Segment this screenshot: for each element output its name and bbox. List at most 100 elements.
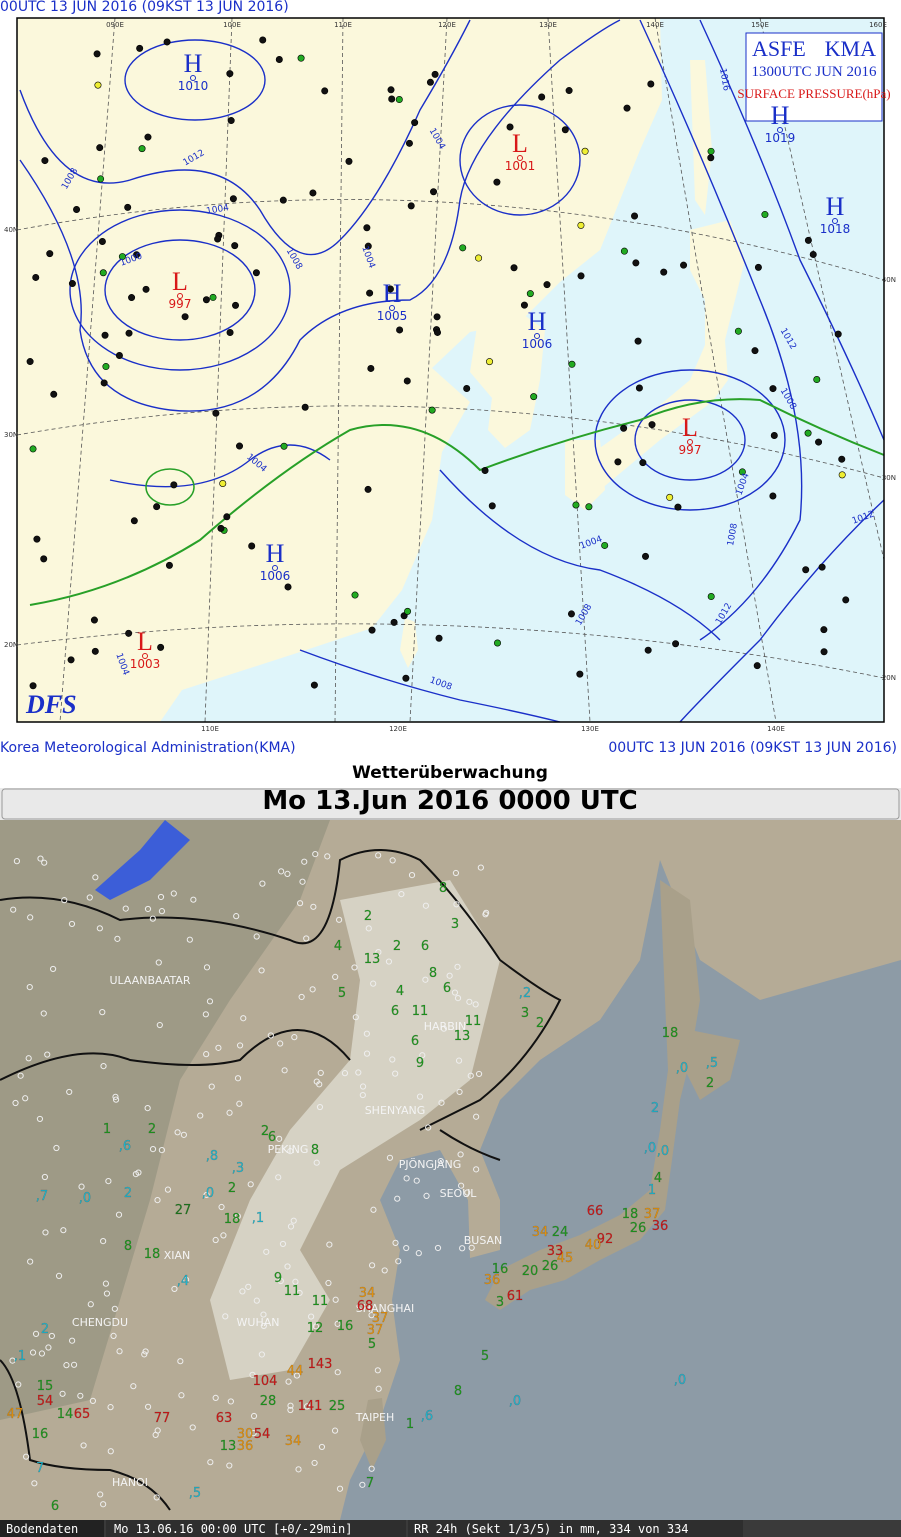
- obs-circle: [287, 1402, 294, 1409]
- obs-circle: [290, 1217, 297, 1224]
- lon-line: [409, 17, 448, 723]
- station-dot: [674, 503, 682, 511]
- station-dot: [804, 429, 812, 437]
- obs-circle: [66, 1088, 73, 1096]
- obs-circle: [456, 1088, 463, 1096]
- obs-circle: [423, 1192, 430, 1199]
- obs-circle: [36, 1115, 44, 1123]
- lat-line: [16, 405, 885, 479]
- obs-circle: [277, 1040, 284, 1047]
- obs-circle: [27, 914, 34, 921]
- precip-value: 37: [644, 1207, 661, 1222]
- obs-circle: [144, 1403, 152, 1410]
- isobar-label: 1004: [206, 203, 231, 217]
- obs-circle: [258, 967, 265, 974]
- precip-value: 40: [585, 1238, 602, 1253]
- isobar-label: 1008: [726, 522, 740, 547]
- obs-circle: [218, 1203, 225, 1211]
- obs-circle: [291, 1034, 298, 1041]
- isobar: [299, 649, 561, 723]
- obs-circle: [59, 1390, 66, 1397]
- obs-circle: [215, 1044, 222, 1051]
- obs-circle: [157, 893, 165, 901]
- obs-circle: [385, 958, 393, 965]
- station-dot: [407, 202, 415, 210]
- station-dot: [809, 250, 817, 258]
- precip-value: ,6: [421, 1409, 433, 1424]
- station-dot: [165, 561, 173, 569]
- obs-circle: [313, 1159, 320, 1166]
- center-value: 997: [679, 443, 702, 457]
- precip-value: 9: [416, 1056, 424, 1071]
- station-dot: [214, 235, 222, 243]
- station-dot: [660, 268, 668, 276]
- obs-circle: [392, 1239, 399, 1246]
- precip-value: 36: [484, 1273, 501, 1288]
- obs-circle: [164, 1186, 172, 1193]
- obs-circle: [311, 1459, 318, 1467]
- obs-circle: [318, 1443, 326, 1451]
- precip-value: 2: [228, 1181, 236, 1196]
- status-source: Bodendaten: [6, 1522, 78, 1536]
- obs-circle: [331, 1427, 339, 1434]
- station-dot: [219, 479, 227, 487]
- obs-circle: [464, 1189, 471, 1196]
- legend-field: SURFACE PRESSURE(hPa): [737, 86, 890, 101]
- station-dot: [834, 330, 842, 338]
- obs-circle: [110, 1332, 117, 1339]
- taiwan-land: [360, 1398, 386, 1470]
- station-dot: [506, 123, 514, 131]
- station-dot: [351, 591, 359, 599]
- status-cell: [106, 1520, 406, 1537]
- station-dot: [769, 385, 777, 393]
- obs-circle: [222, 1313, 229, 1320]
- isobar: [459, 104, 581, 216]
- obs-circle: [112, 1093, 119, 1100]
- lon-label: 140E: [646, 21, 664, 29]
- obs-circle: [249, 1371, 256, 1378]
- precip-value: 4: [654, 1171, 662, 1186]
- isobar-label: 1016: [717, 68, 731, 93]
- precip-value: 16: [32, 1427, 49, 1442]
- precip-value: 34: [532, 1225, 549, 1240]
- obs-circle: [301, 858, 308, 865]
- obs-circle: [416, 1093, 424, 1100]
- obs-circle: [253, 933, 260, 940]
- obs-circle: [332, 1296, 339, 1303]
- station-dot: [738, 468, 746, 476]
- obs-circle: [454, 963, 461, 970]
- obs-circle: [466, 998, 473, 1005]
- obs-circle: [277, 1277, 284, 1285]
- obs-circle: [451, 989, 459, 996]
- isobar: [699, 19, 885, 441]
- obs-circle: [392, 1070, 399, 1077]
- obs-circle: [190, 896, 197, 903]
- station-dot: [428, 406, 436, 414]
- city-label: SEOUL: [440, 1187, 478, 1200]
- obs-circle: [316, 1081, 323, 1088]
- precip-value: 54: [37, 1394, 54, 1409]
- lon-label: 100E: [223, 21, 241, 29]
- station-dot: [310, 681, 318, 689]
- station-dot: [838, 471, 846, 479]
- center-value: 1006: [522, 337, 553, 351]
- precip-value: ,0: [657, 1144, 669, 1159]
- station-dot: [128, 294, 136, 302]
- obs-circle: [295, 1466, 302, 1473]
- station-dot: [364, 242, 372, 250]
- city-label: HARBIN: [424, 1020, 466, 1033]
- obs-circle: [326, 1241, 333, 1248]
- center-letter: L: [512, 129, 528, 158]
- obs-circle: [296, 1289, 303, 1297]
- station-dot: [226, 329, 234, 337]
- station-dot: [396, 326, 404, 334]
- station-dot: [434, 328, 442, 336]
- precip-value: ,0: [676, 1061, 688, 1076]
- obs-circle: [434, 1244, 442, 1252]
- obs-circle: [335, 916, 343, 923]
- obs-circle: [149, 915, 156, 922]
- station-dot: [284, 583, 292, 591]
- precip-value: 13: [220, 1439, 237, 1454]
